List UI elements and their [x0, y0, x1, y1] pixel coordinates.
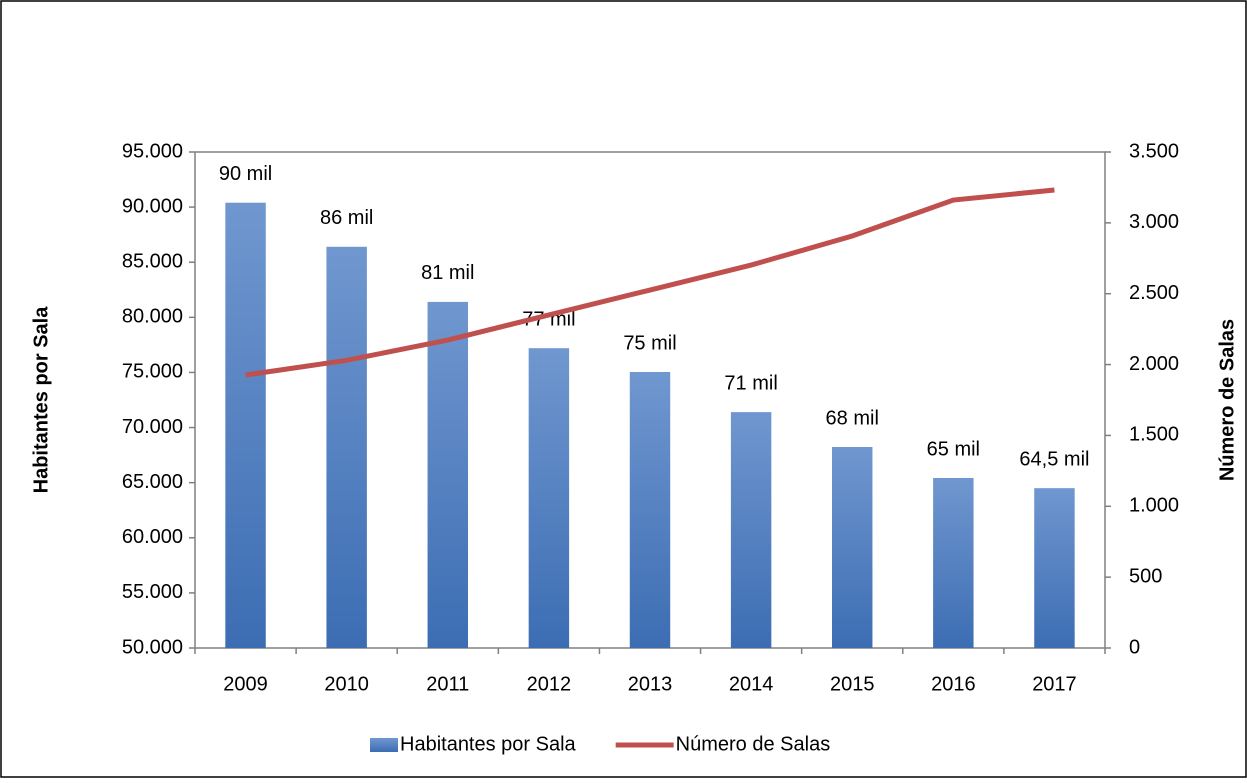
y2-tick-label: 3.500: [1129, 140, 1179, 162]
y2-tick-label: 3.000: [1129, 211, 1179, 233]
bar: [1034, 488, 1075, 648]
y2-tick-label: 1.000: [1129, 495, 1179, 517]
line: [245, 187, 1055, 378]
bar: [933, 478, 974, 648]
y-tick-label: 90.000: [122, 195, 183, 217]
x-tick-label: 2014: [729, 673, 774, 695]
y-tick-label: 60.000: [122, 526, 183, 548]
y-tick-label: 70.000: [122, 416, 183, 438]
bar: [832, 446, 873, 648]
bar: [427, 301, 468, 648]
data-label: 65 mil: [927, 438, 980, 460]
bar: [528, 348, 570, 648]
y-tick-label: 75.000: [122, 361, 183, 383]
bar: [225, 202, 266, 649]
data-label: 75 mil: [623, 332, 676, 354]
y-tick-label: 55.000: [122, 581, 183, 603]
x-tick-label: 2010: [324, 673, 369, 695]
y2-tick-label: 1.500: [1129, 424, 1179, 446]
y2-tick-label: 2.000: [1129, 353, 1179, 375]
data-label: 90 mil: [219, 163, 272, 185]
legend-swatch: [370, 738, 398, 752]
bar: [326, 246, 367, 648]
y-tick-label: 80.000: [122, 306, 183, 328]
x-tick-label: 2017: [1032, 673, 1077, 695]
x-tick-label: 2012: [527, 673, 572, 695]
data-label: 71 mil: [724, 372, 777, 394]
y-axis-title: Habitantes por Sala: [30, 306, 52, 494]
y2-tick-label: 2.500: [1129, 282, 1179, 304]
bar: [730, 412, 772, 648]
y2-axis-title: Número de Salas: [1216, 319, 1238, 481]
x-tick-label: 2009: [223, 673, 268, 695]
x-tick-label: 2015: [830, 673, 875, 695]
legend-label: Habitantes por Sala: [400, 733, 577, 755]
y-tick-label: 65.000: [122, 471, 183, 493]
data-label: 86 mil: [320, 207, 373, 229]
data-label: 81 mil: [421, 262, 474, 284]
x-tick-label: 2011: [426, 673, 469, 695]
x-tick-label: 2016: [931, 673, 976, 695]
data-label: 68 mil: [826, 407, 879, 429]
bar: [629, 372, 671, 648]
data-label: 64,5 mil: [1019, 448, 1089, 470]
y-tick-label: 95.000: [122, 140, 183, 162]
y2-tick-label: 500: [1129, 565, 1162, 587]
y2-tick-label: 0: [1129, 636, 1140, 658]
y-tick-label: 85.000: [122, 251, 183, 273]
legend-label: Número de Salas: [676, 733, 831, 755]
x-tick-label: 2013: [628, 673, 673, 695]
y-tick-label: 50.000: [122, 636, 183, 658]
